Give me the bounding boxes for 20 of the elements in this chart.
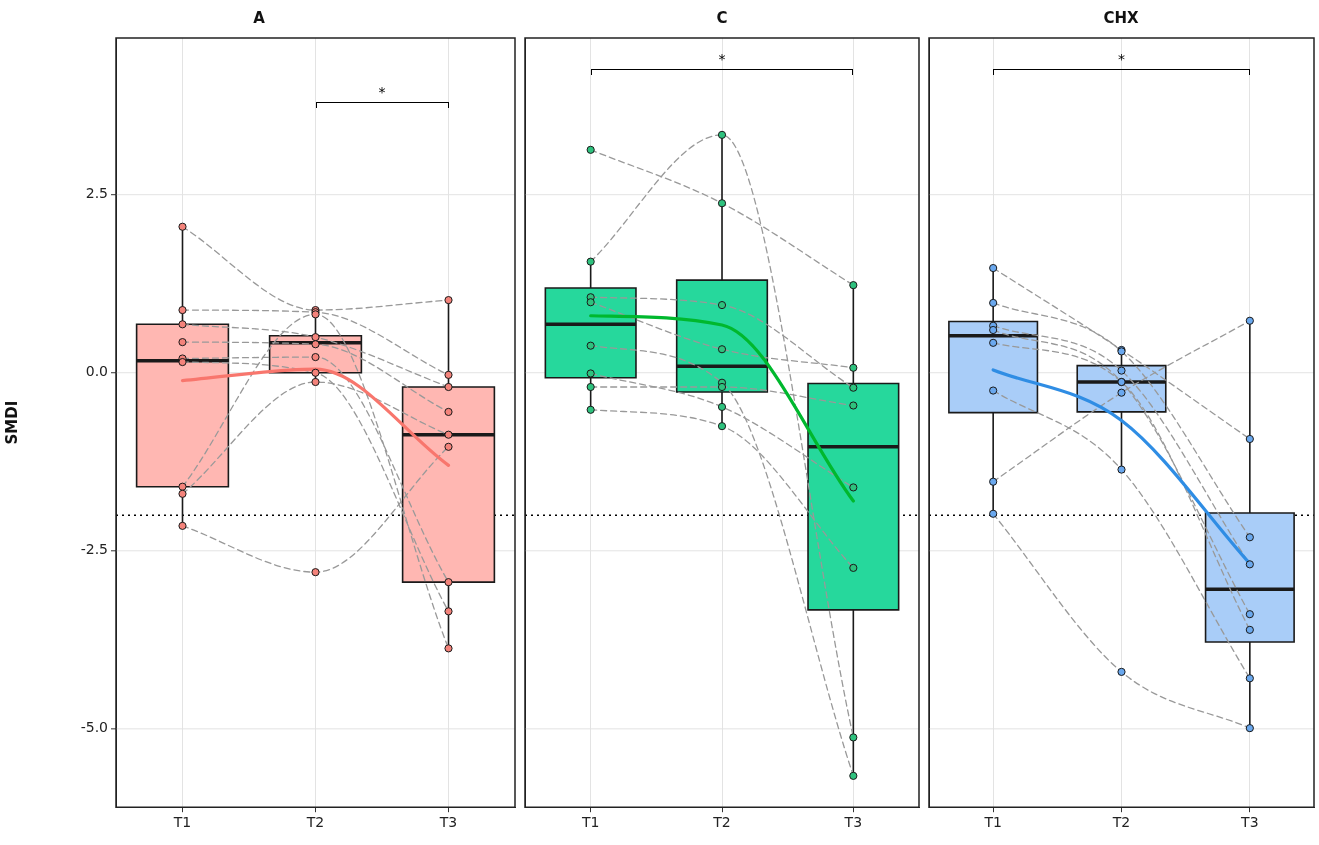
annotation: * [1118, 51, 1125, 68]
y-axis-title: SMDI [2, 400, 21, 445]
y-tick-label: -5.0 [80, 719, 108, 736]
annotation: * [378, 84, 386, 101]
x-tick-label: T2 [305, 814, 325, 831]
x-tick-label: T3 [843, 814, 863, 831]
y-tick-label: -2.5 [80, 541, 108, 558]
x-tick-label: T2 [712, 814, 731, 831]
x-tick-label: T3 [438, 814, 458, 831]
chart-title: A [253, 8, 266, 27]
y-tick-label: 0.0 [85, 363, 108, 380]
annotation: * [718, 51, 726, 68]
y-tick-label: 2.5 [85, 185, 108, 202]
x-tick-label: T1 [983, 814, 1002, 831]
x-tick-label: T1 [172, 814, 192, 831]
chart-title: C [716, 8, 728, 27]
x-tick-label: T1 [580, 814, 600, 831]
x-tick-label: T3 [1240, 814, 1259, 831]
x-tick-label: T2 [1111, 814, 1131, 831]
chart-title: CHX [1103, 8, 1139, 27]
